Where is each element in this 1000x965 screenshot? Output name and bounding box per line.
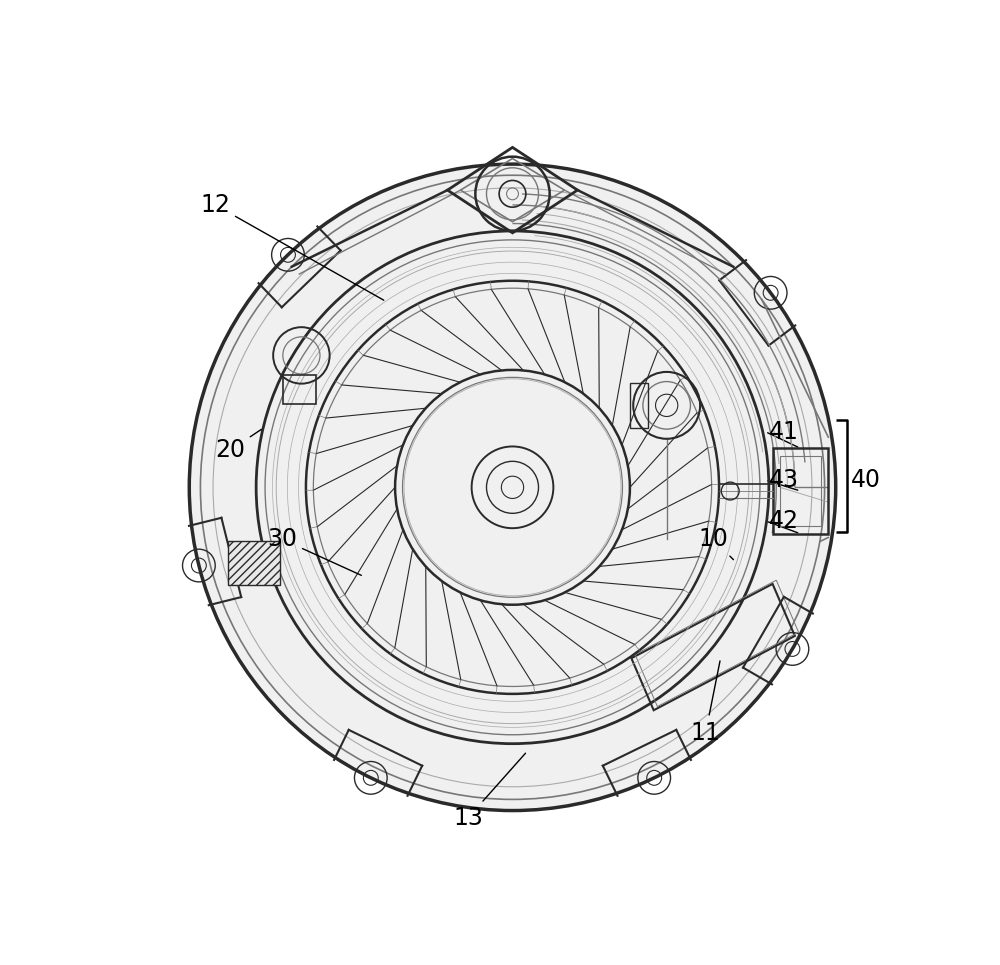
Polygon shape [228, 540, 280, 586]
Text: 13: 13 [453, 754, 526, 830]
Text: 42: 42 [769, 509, 799, 533]
Text: 43: 43 [769, 468, 799, 492]
Text: 41: 41 [769, 420, 799, 444]
Text: 20: 20 [215, 429, 261, 462]
Text: 10: 10 [698, 527, 733, 560]
Bar [773, 449, 828, 534]
Bar [780, 455, 821, 526]
Text: 30: 30 [267, 527, 361, 575]
Circle shape [189, 164, 836, 811]
Bar [630, 383, 648, 427]
Text: 11: 11 [691, 661, 721, 745]
Bar [283, 375, 316, 403]
Text: 12: 12 [200, 193, 384, 300]
Text: 40: 40 [851, 468, 881, 492]
